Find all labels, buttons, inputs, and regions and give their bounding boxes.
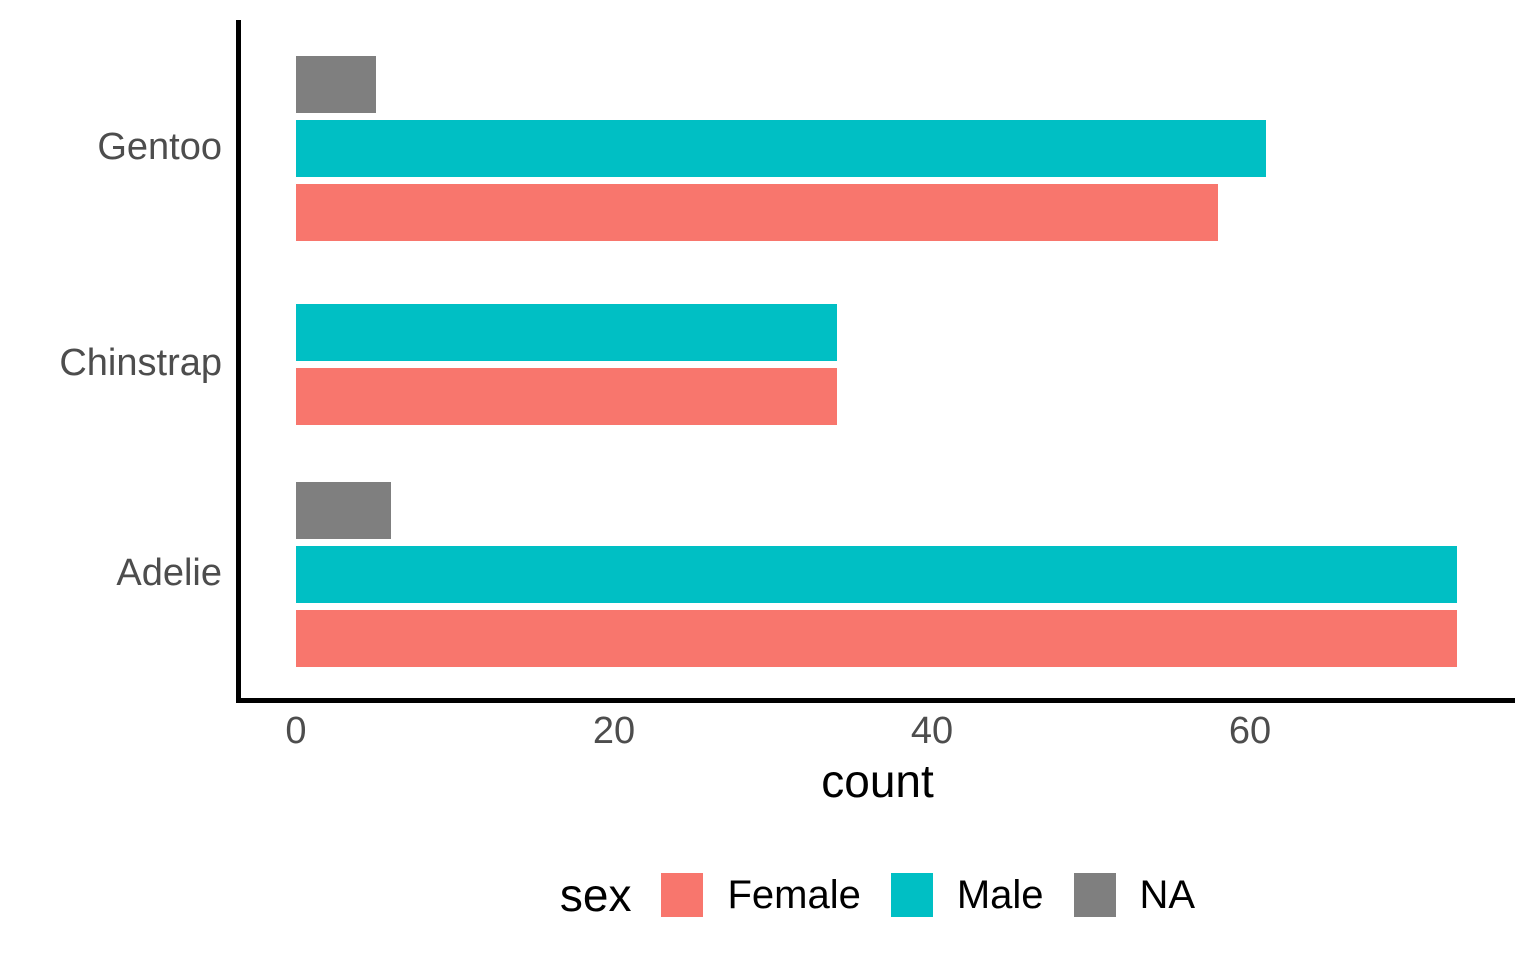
legend-label-female: Female	[727, 873, 861, 917]
y-axis-label-gentoo: Gentoo	[97, 126, 222, 169]
bar-adelie-male	[296, 545, 1457, 603]
legend-item-male: Male	[890, 873, 1044, 917]
x-tick-label-60: 60	[1228, 710, 1272, 752]
legend-label-na: NA	[1139, 873, 1196, 917]
y-axis-label-adelie: Adelie	[116, 552, 222, 595]
legend: sex Female Male NA	[240, 869, 1515, 921]
bar-chinstrap-male	[296, 303, 837, 361]
y-axis-labels: Gentoo Chinstrap Adelie	[0, 0, 222, 703]
bars-layer	[240, 20, 1515, 703]
x-axis-line	[236, 698, 1515, 703]
legend-item-female: Female	[661, 873, 861, 917]
bar-gentoo-na	[296, 55, 376, 113]
x-tick-label-0: 0	[285, 710, 307, 752]
legend-swatch-female	[661, 873, 704, 917]
bar-gentoo-female	[296, 183, 1219, 241]
y-axis-label-chinstrap: Chinstrap	[59, 342, 222, 385]
bar-gentoo-male	[296, 119, 1266, 177]
legend-items: Female Male NA	[661, 873, 1195, 917]
x-tick-label-20: 20	[592, 710, 636, 752]
legend-item-na: NA	[1073, 873, 1196, 917]
plot-panel	[236, 20, 1515, 703]
legend-label-male: Male	[956, 873, 1044, 917]
y-axis-line	[236, 20, 241, 703]
bar-adelie-na	[296, 481, 392, 539]
legend-title: sex	[559, 869, 632, 921]
bar-adelie-female	[296, 609, 1457, 667]
legend-swatch-male	[890, 873, 933, 917]
legend-swatch-na	[1073, 873, 1116, 917]
x-tick-label-40: 40	[910, 710, 954, 752]
x-axis-title: count	[821, 755, 934, 807]
bar-chinstrap-female	[296, 367, 837, 425]
